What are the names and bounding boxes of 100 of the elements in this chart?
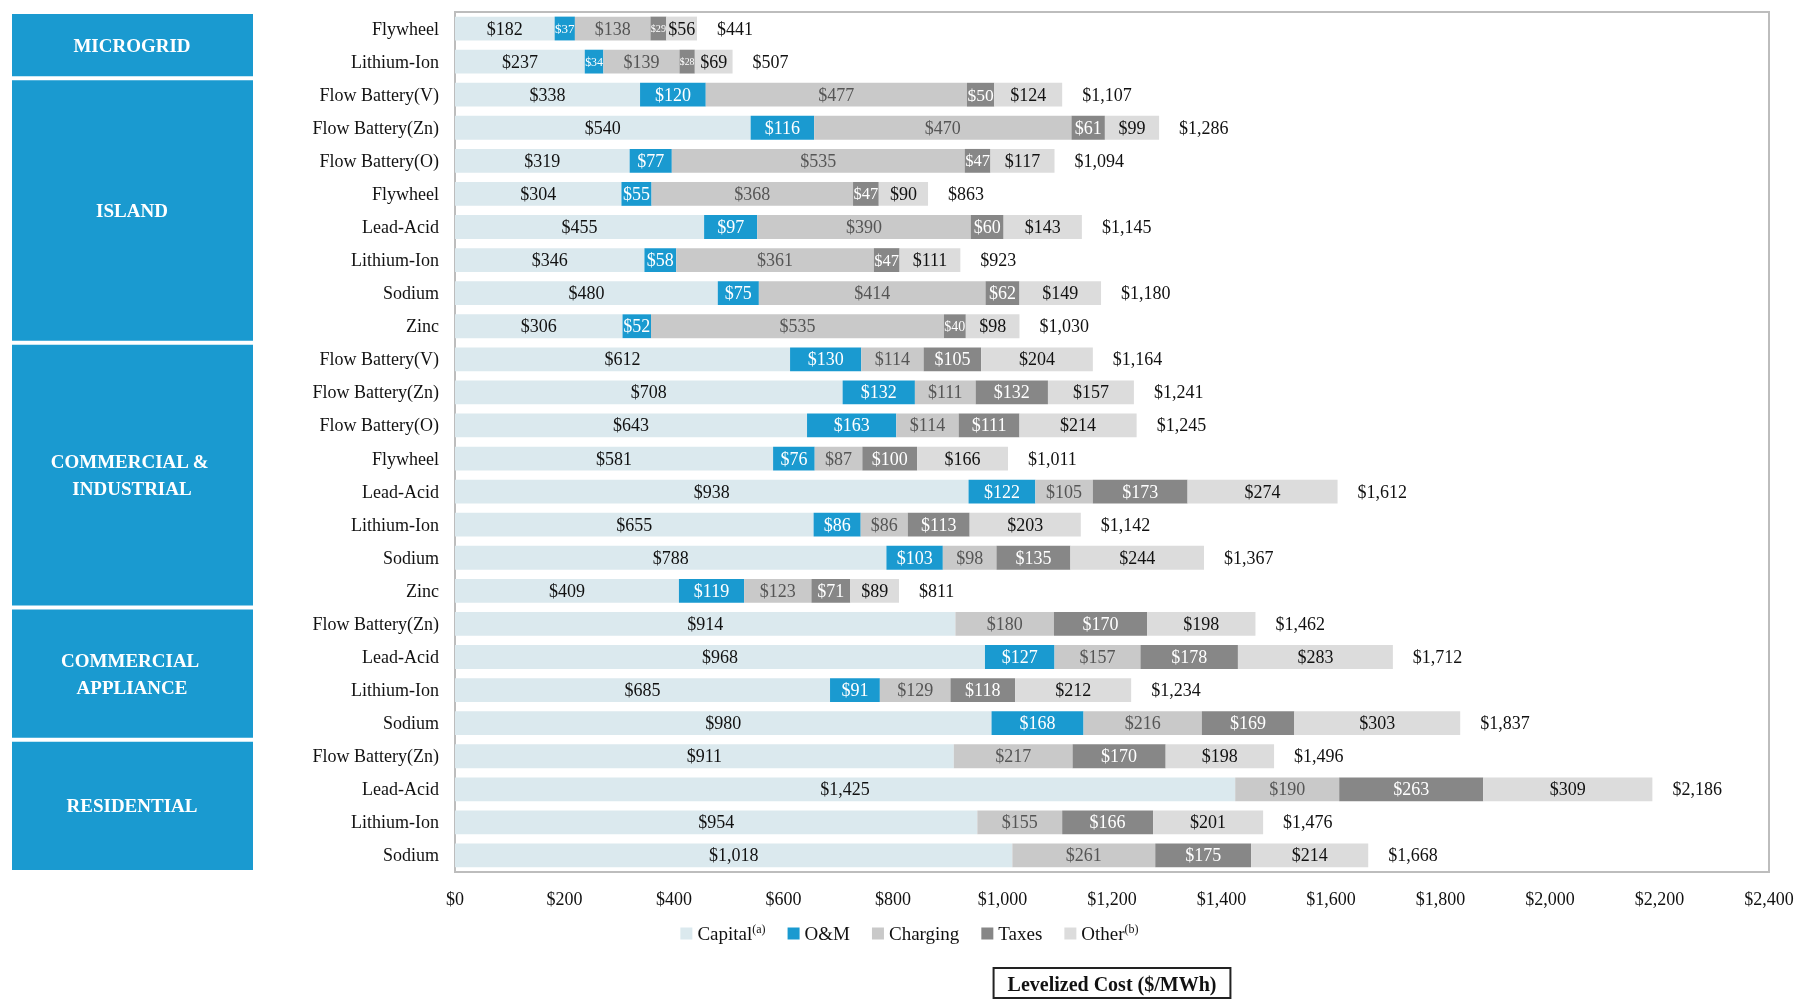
data-label: $274 — [1244, 481, 1281, 502]
bar — [1294, 711, 1461, 736]
x-tick-label: $400 — [656, 889, 692, 909]
text: COMMERCIAL APPLIANCE — [61, 649, 203, 698]
bar — [1235, 777, 1340, 802]
data-label: $86 — [870, 514, 898, 535]
legend-label: Taxes — [998, 923, 1043, 944]
total-label: $1,286 — [1179, 117, 1229, 138]
data-label: $470 — [924, 117, 961, 138]
bar — [455, 446, 774, 471]
y-tick-label: Flow Battery(Zn) — [312, 746, 439, 768]
bar — [455, 281, 718, 306]
data-label: $86 — [823, 514, 851, 535]
bar — [1339, 777, 1484, 802]
bar — [455, 380, 843, 405]
data-label: $120 — [654, 84, 691, 105]
data-label: $390 — [845, 217, 882, 237]
total-label: $1,011 — [1027, 448, 1077, 469]
total-label: $1,837 — [1480, 713, 1530, 734]
data-label: $938 — [693, 481, 730, 502]
bar — [455, 810, 978, 835]
data-label: $77 — [637, 150, 665, 171]
data-label: $968 — [701, 647, 738, 667]
data-label: $29 — [650, 23, 667, 35]
data-label: $155 — [1001, 812, 1038, 833]
data-label: $98 — [979, 316, 1007, 337]
total-label: $811 — [919, 580, 955, 601]
bar — [1047, 380, 1134, 405]
bar — [1053, 612, 1148, 636]
legend-label: Charging — [888, 923, 960, 944]
y-tick-label: Flywheel — [372, 183, 439, 204]
bar — [455, 82, 641, 107]
bar — [757, 215, 971, 239]
bar — [455, 711, 992, 736]
data-label: $685 — [624, 680, 661, 701]
data-label: $980 — [705, 713, 742, 734]
bar — [651, 314, 944, 339]
data-label: $123 — [759, 580, 796, 601]
bar — [455, 777, 1236, 802]
data-label: $212 — [1055, 680, 1092, 701]
text: COMMERCIAL & INDUSTRIAL — [50, 451, 214, 500]
data-label: $304 — [520, 183, 557, 204]
y-tick-label: Flywheel — [372, 18, 439, 39]
y-tick-label: Zinc — [406, 580, 439, 601]
data-label: $954 — [698, 812, 735, 833]
x-tick-label: $800 — [875, 889, 911, 909]
data-label: $139 — [623, 51, 660, 72]
bar — [455, 182, 622, 206]
data-label: $132 — [993, 382, 1030, 403]
bar — [1015, 678, 1132, 702]
y-tick-label: Zinc — [406, 316, 439, 337]
bar — [455, 347, 791, 372]
data-label: $346 — [531, 250, 568, 271]
y-tick-label: Lithium-Ion — [351, 812, 439, 833]
y-tick-label: Sodium — [382, 547, 439, 568]
y-tick-label: Lead-Acid — [362, 779, 439, 800]
data-label: $911 — [686, 746, 723, 767]
data-label: $178 — [1171, 647, 1208, 667]
total-label: $1,094 — [1074, 150, 1125, 171]
data-label: $169 — [1230, 713, 1267, 734]
bar — [455, 843, 1013, 868]
bar — [455, 744, 954, 769]
total-label: $863 — [948, 183, 985, 204]
bar — [455, 49, 585, 74]
bar — [455, 148, 630, 173]
total-label: $1,245 — [1156, 415, 1207, 436]
data-label: $182 — [486, 18, 523, 39]
data-label: $237 — [501, 51, 538, 72]
bar — [1147, 612, 1256, 636]
x-tick-label: $0 — [446, 889, 464, 909]
bar — [705, 82, 967, 107]
total-label: $1,476 — [1283, 812, 1333, 833]
bar — [969, 512, 1081, 537]
data-label: $708 — [630, 382, 667, 403]
data-label: $90 — [889, 183, 917, 204]
data-label: $338 — [529, 84, 566, 105]
bar — [1140, 645, 1238, 669]
data-label: $157 — [1079, 647, 1116, 667]
data-label: $127 — [1001, 647, 1038, 667]
data-label: $170 — [1101, 746, 1138, 767]
data-label: $535 — [779, 316, 816, 337]
data-label: $89 — [861, 580, 889, 601]
bar — [455, 612, 956, 636]
bar — [676, 248, 874, 272]
data-label: $75 — [724, 283, 752, 304]
data-label: $319 — [524, 150, 561, 171]
bar — [1072, 744, 1166, 769]
y-tick-label: Sodium — [382, 713, 439, 734]
y-tick-label: Flow Battery(V) — [319, 84, 439, 106]
data-label: $55 — [623, 183, 650, 204]
data-label: $119 — [693, 580, 730, 601]
data-label: $261 — [1065, 845, 1102, 866]
x-tick-label: $2,400 — [1744, 889, 1794, 909]
total-label: $1,142 — [1100, 514, 1151, 535]
text: ISLAND — [96, 199, 168, 221]
total-label: $923 — [980, 250, 1017, 271]
total-label: $1,164 — [1112, 349, 1163, 370]
data-label: $138 — [594, 18, 631, 39]
total-label: $1,462 — [1275, 613, 1325, 634]
data-label: $283 — [1297, 647, 1334, 667]
